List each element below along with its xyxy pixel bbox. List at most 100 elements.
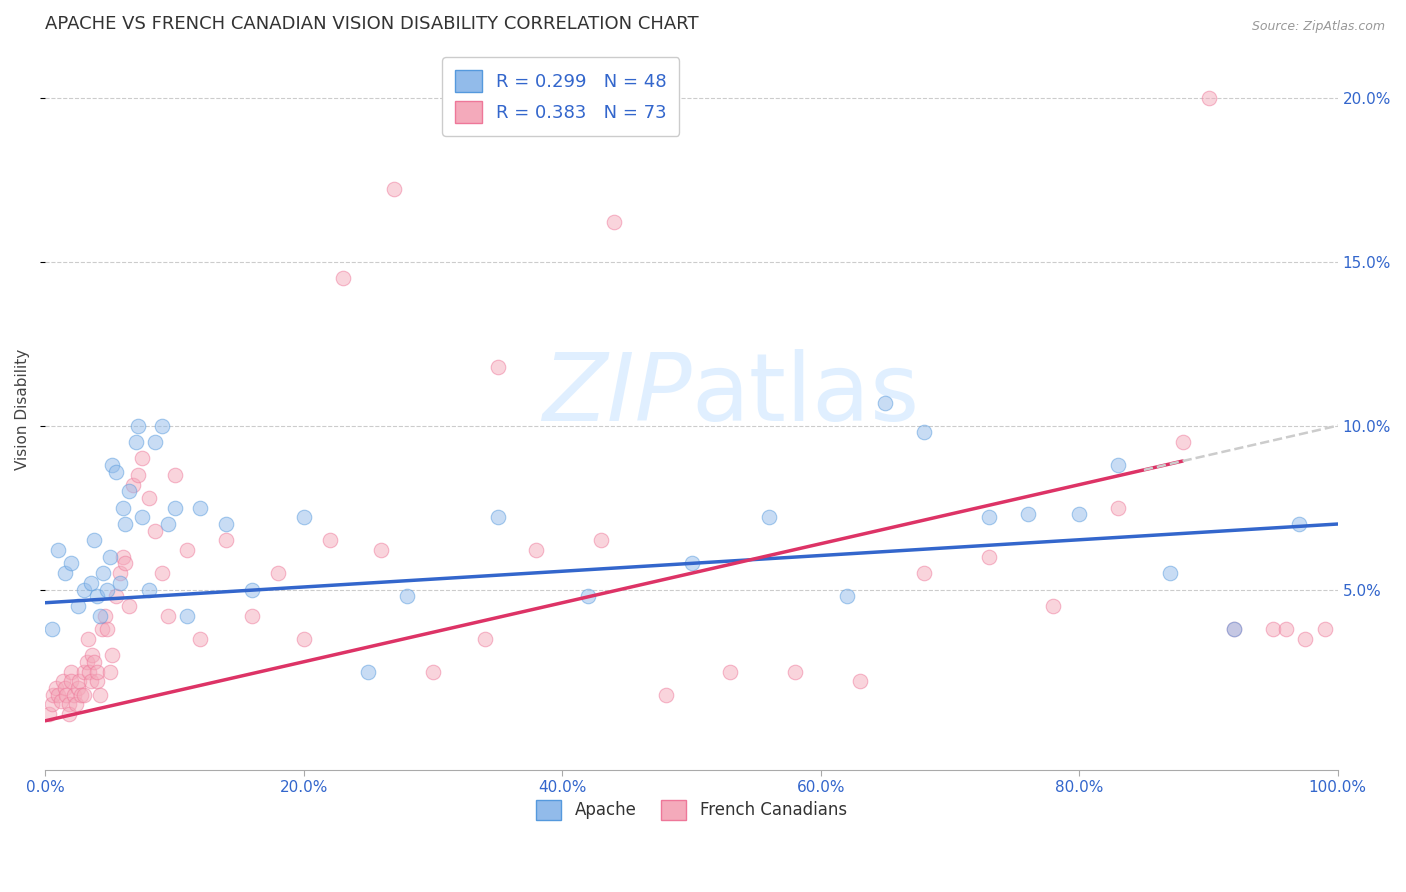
Point [486,510,509,524]
Point [76,655,98,669]
Point [127,467,149,482]
Point [52,674,75,689]
Point [105,589,128,603]
Point [318,533,340,548]
Point [1042,599,1064,613]
Point [486,359,509,374]
Point [157,516,180,531]
Point [267,566,290,581]
Point [396,589,419,603]
Point [101,648,124,663]
Point [718,665,741,679]
Point [1069,507,1091,521]
Point [1017,507,1039,521]
Point [118,484,141,499]
Point [42,688,65,702]
Point [66,681,89,695]
Point [91,622,114,636]
Point [783,665,806,679]
Point [80,648,103,663]
Point [1171,435,1194,450]
Point [1107,500,1129,515]
Legend: Apache, French Canadians: Apache, French Canadians [530,793,853,827]
Point [65,698,87,712]
Point [292,510,315,524]
Point [105,465,128,479]
Point [86,665,108,679]
Point [110,566,132,581]
Point [1288,516,1310,531]
Point [654,688,676,702]
Point [163,467,186,482]
Point [67,674,90,689]
Point [101,458,124,472]
Point [46,543,69,558]
Point [96,582,118,597]
Point [83,655,105,669]
Point [370,543,392,558]
Point [1263,622,1285,636]
Point [157,608,180,623]
Point [422,665,444,679]
Point [143,524,166,538]
Point [1223,622,1246,636]
Point [46,688,69,702]
Point [73,688,96,702]
Point [474,632,496,646]
Point [114,557,136,571]
Point [66,599,89,613]
Point [977,510,1000,524]
Point [1107,458,1129,472]
Point [58,707,80,722]
Point [240,582,263,597]
Text: APACHE VS FRENCH CANADIAN VISION DISABILITY CORRELATION CHART: APACHE VS FRENCH CANADIAN VISION DISABIL… [45,15,699,33]
Point [912,425,935,440]
Point [114,516,136,531]
Point [603,215,626,229]
Point [190,632,212,646]
Point [70,688,93,702]
Point [86,589,108,603]
Point [45,681,67,695]
Point [118,599,141,613]
Point [125,435,148,450]
Point [49,694,72,708]
Point [1159,566,1181,581]
Point [62,688,84,702]
Point [150,418,173,433]
Point [86,674,108,689]
Point [576,589,599,603]
Point [58,698,80,712]
Point [73,665,96,679]
Point [110,576,132,591]
Point [176,543,198,558]
Point [292,632,315,646]
Point [127,418,149,433]
Point [1275,622,1298,636]
Text: atlas: atlas [692,349,920,441]
Point [98,549,121,564]
Point [89,608,111,623]
Point [1313,622,1336,636]
Text: Source: ZipAtlas.com: Source: ZipAtlas.com [1251,20,1385,33]
Point [143,435,166,450]
Point [1198,90,1220,104]
Point [77,632,100,646]
Point [835,589,858,603]
Point [89,688,111,702]
Point [138,582,160,597]
Point [93,566,115,581]
Point [131,451,153,466]
Point [93,608,115,623]
Point [215,516,238,531]
Point [77,665,100,679]
Point [111,500,134,515]
Point [96,622,118,636]
Point [977,549,1000,564]
Point [138,491,160,505]
Point [131,510,153,524]
Point [848,674,870,689]
Point [60,674,83,689]
Point [150,566,173,581]
Point [163,500,186,515]
